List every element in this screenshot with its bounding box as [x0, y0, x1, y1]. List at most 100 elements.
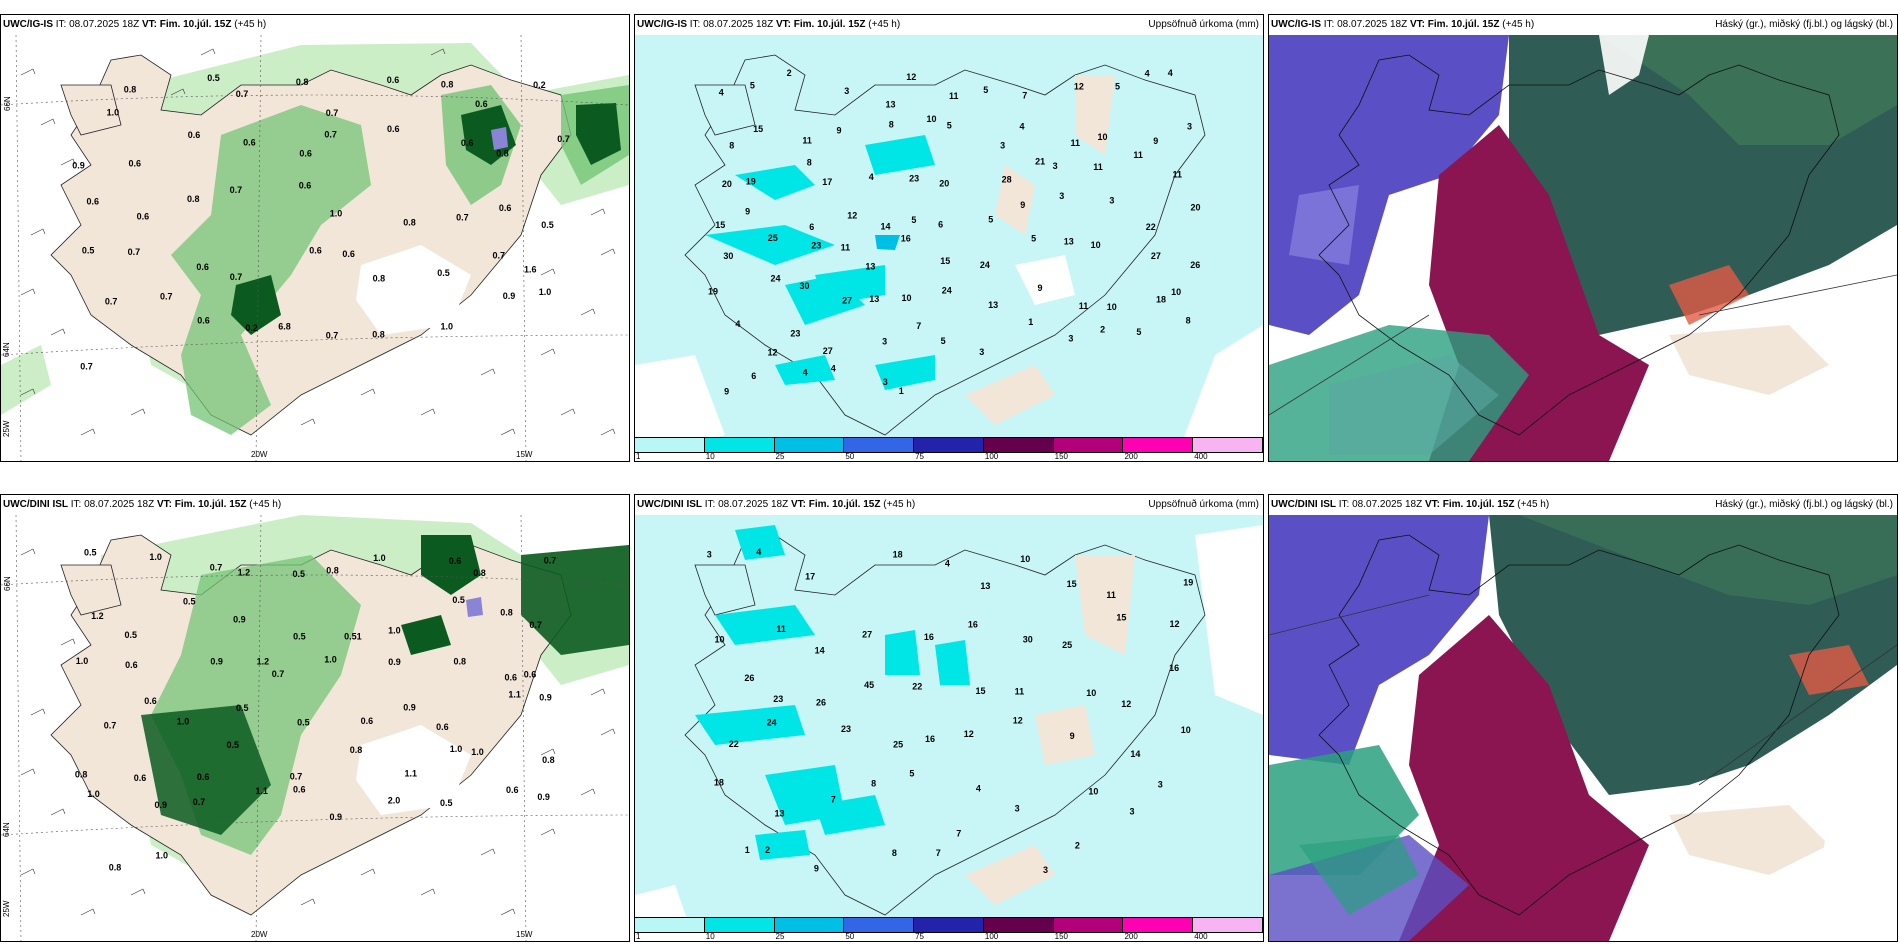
valid-time: Fim. 10.júl. 15Z	[174, 499, 247, 510]
value-label: 3	[979, 347, 984, 357]
value-label: 10	[1098, 132, 1108, 142]
value-label: 5	[941, 336, 946, 346]
value-label: 25	[1062, 640, 1072, 650]
panel-header: UWC/DINI ISL IT: 08.07.2025 18Z VT: Fim.…	[637, 499, 915, 510]
value-label: 1.0	[450, 744, 463, 754]
value-label: 30	[800, 281, 810, 291]
value-label: 8	[807, 157, 812, 167]
legend-tick: 200	[1124, 452, 1138, 461]
value-label: 9	[1038, 283, 1043, 293]
value-label: 0.6	[436, 722, 449, 732]
run-info: IT: 08.07.2025 18Z	[1338, 499, 1423, 510]
legend-swatch	[635, 918, 705, 932]
value-label: 0.5	[207, 73, 220, 83]
legend-tick: 400	[1194, 932, 1208, 941]
legend-swatch	[844, 438, 915, 452]
value-label: 0.5	[293, 632, 306, 642]
lead-time: (+45 h)	[883, 499, 916, 510]
value-label: 12	[1170, 619, 1180, 629]
value-label: 22	[1146, 222, 1156, 232]
legend-swatch	[704, 918, 775, 932]
value-label: 0.7	[80, 361, 93, 371]
value-label: 14	[815, 646, 825, 656]
value-label: 27	[842, 296, 852, 306]
panel-wind-row1[interactable]: UWC/IG-IS IT: 08.07.2025 18Z VT: Fim. 10…	[0, 14, 630, 462]
cloud-map	[1269, 35, 1897, 461]
value-label: 0.6	[197, 772, 210, 782]
value-label: 17	[805, 572, 815, 582]
value-label: 0.6	[475, 99, 488, 109]
panel-cloud-row2[interactable]: UWC/DINI ISL IT: 08.07.2025 18Z VT: Fim.…	[1268, 494, 1898, 942]
value-labels: 0.5 1.00.7 1.2 0.5 0.81.0 0.60.80.71.20.50.50…	[75, 548, 556, 873]
value-label: 0.7	[160, 292, 173, 302]
value-label: 22	[729, 739, 739, 749]
value-label: 3	[1109, 196, 1114, 206]
panel-precip-row2[interactable]: UWC/DINI ISL IT: 08.07.2025 18Z VT: Fim.…	[634, 494, 1264, 942]
legend-tick: 75	[915, 932, 925, 941]
value-label: 0.6	[299, 181, 312, 191]
value-label: 9	[1020, 200, 1025, 210]
value-label: 5	[1115, 81, 1120, 91]
value-label: 11	[1015, 686, 1025, 696]
value-label: 11	[949, 91, 959, 101]
value-label: 30	[723, 251, 733, 261]
value-label: 3	[1068, 333, 1073, 343]
value-label: 3	[1000, 141, 1005, 151]
value-label: 0.8	[372, 330, 385, 340]
value-label: 0.5	[227, 740, 240, 750]
value-label: 11	[776, 624, 786, 634]
value-label: 0.6	[461, 138, 474, 148]
value-label: 4	[735, 319, 740, 329]
value-label: 3	[1015, 804, 1020, 814]
legend-swatch	[983, 438, 1054, 452]
value-label: 1.0	[373, 553, 386, 563]
value-label: 0.9	[537, 792, 550, 802]
value-label: 12	[964, 729, 974, 739]
model-name: UWC/DINI ISL	[3, 499, 68, 510]
value-label: 3	[707, 550, 712, 560]
value-label: 0.8	[187, 194, 200, 204]
value-label: 5	[988, 214, 993, 224]
value-label: 12	[1013, 716, 1023, 726]
panel-precip-row1[interactable]: UWC/IG-IS IT: 08.07.2025 18Z VT: Fim. 10…	[634, 14, 1264, 462]
value-label: 19	[746, 177, 756, 187]
value-label: 0.6	[243, 138, 256, 148]
value-label: 3	[1158, 779, 1163, 789]
value-label: 5	[1136, 327, 1141, 337]
lat-label: 64N	[2, 342, 11, 357]
value-label: 1.0	[539, 287, 552, 297]
value-label: 7	[831, 794, 836, 804]
value-label: 15	[715, 220, 725, 230]
value-label: 1.2	[91, 611, 104, 621]
value-label: 0.2	[533, 80, 546, 90]
value-label: 0.8	[75, 770, 88, 780]
panel-cloud-row1[interactable]: UWC/IG-IS IT: 08.07.2025 18Z VT: Fim. 10…	[1268, 14, 1898, 462]
precip-title: Uppsöfnuð úrkoma (mm)	[1148, 19, 1259, 30]
value-label: 4	[831, 364, 836, 374]
value-label: 10	[1107, 302, 1117, 312]
panel-wind-row2[interactable]: UWC/DINI ISL IT: 08.07.2025 18Z VT: Fim.…	[0, 494, 630, 942]
wind-map: 20W 15W 66N 64N 25W 1.0 0.8 0.5 0.7 0.8 0.7 0.…	[1, 35, 629, 461]
legend-swatch	[704, 438, 775, 452]
value-label: 1.0	[471, 747, 484, 757]
value-label: 0.6	[137, 212, 150, 222]
value-label: 0.8	[496, 148, 509, 158]
value-label: 0.6	[449, 556, 462, 566]
value-label: 0.8	[109, 862, 122, 872]
value-label: 6	[809, 222, 814, 232]
value-label: 18	[1156, 295, 1166, 305]
value-label: 8	[729, 141, 734, 151]
value-label: 0.5	[541, 220, 554, 230]
value-label: 0.9	[155, 800, 168, 810]
value-label: 0.8	[441, 79, 454, 89]
legend-tick: 400	[1194, 452, 1208, 461]
value-label: 1.0	[388, 626, 401, 636]
valid-time: Fim. 10.júl. 15Z	[159, 19, 232, 30]
legend-tick: 50	[845, 452, 855, 461]
value-label: 24	[771, 273, 781, 283]
value-label: 0.7	[324, 130, 337, 140]
precip-title: Uppsöfnuð úrkoma (mm)	[1148, 499, 1259, 510]
vt-label: VT:	[1409, 19, 1425, 30]
value-label: 0.7	[290, 771, 303, 781]
